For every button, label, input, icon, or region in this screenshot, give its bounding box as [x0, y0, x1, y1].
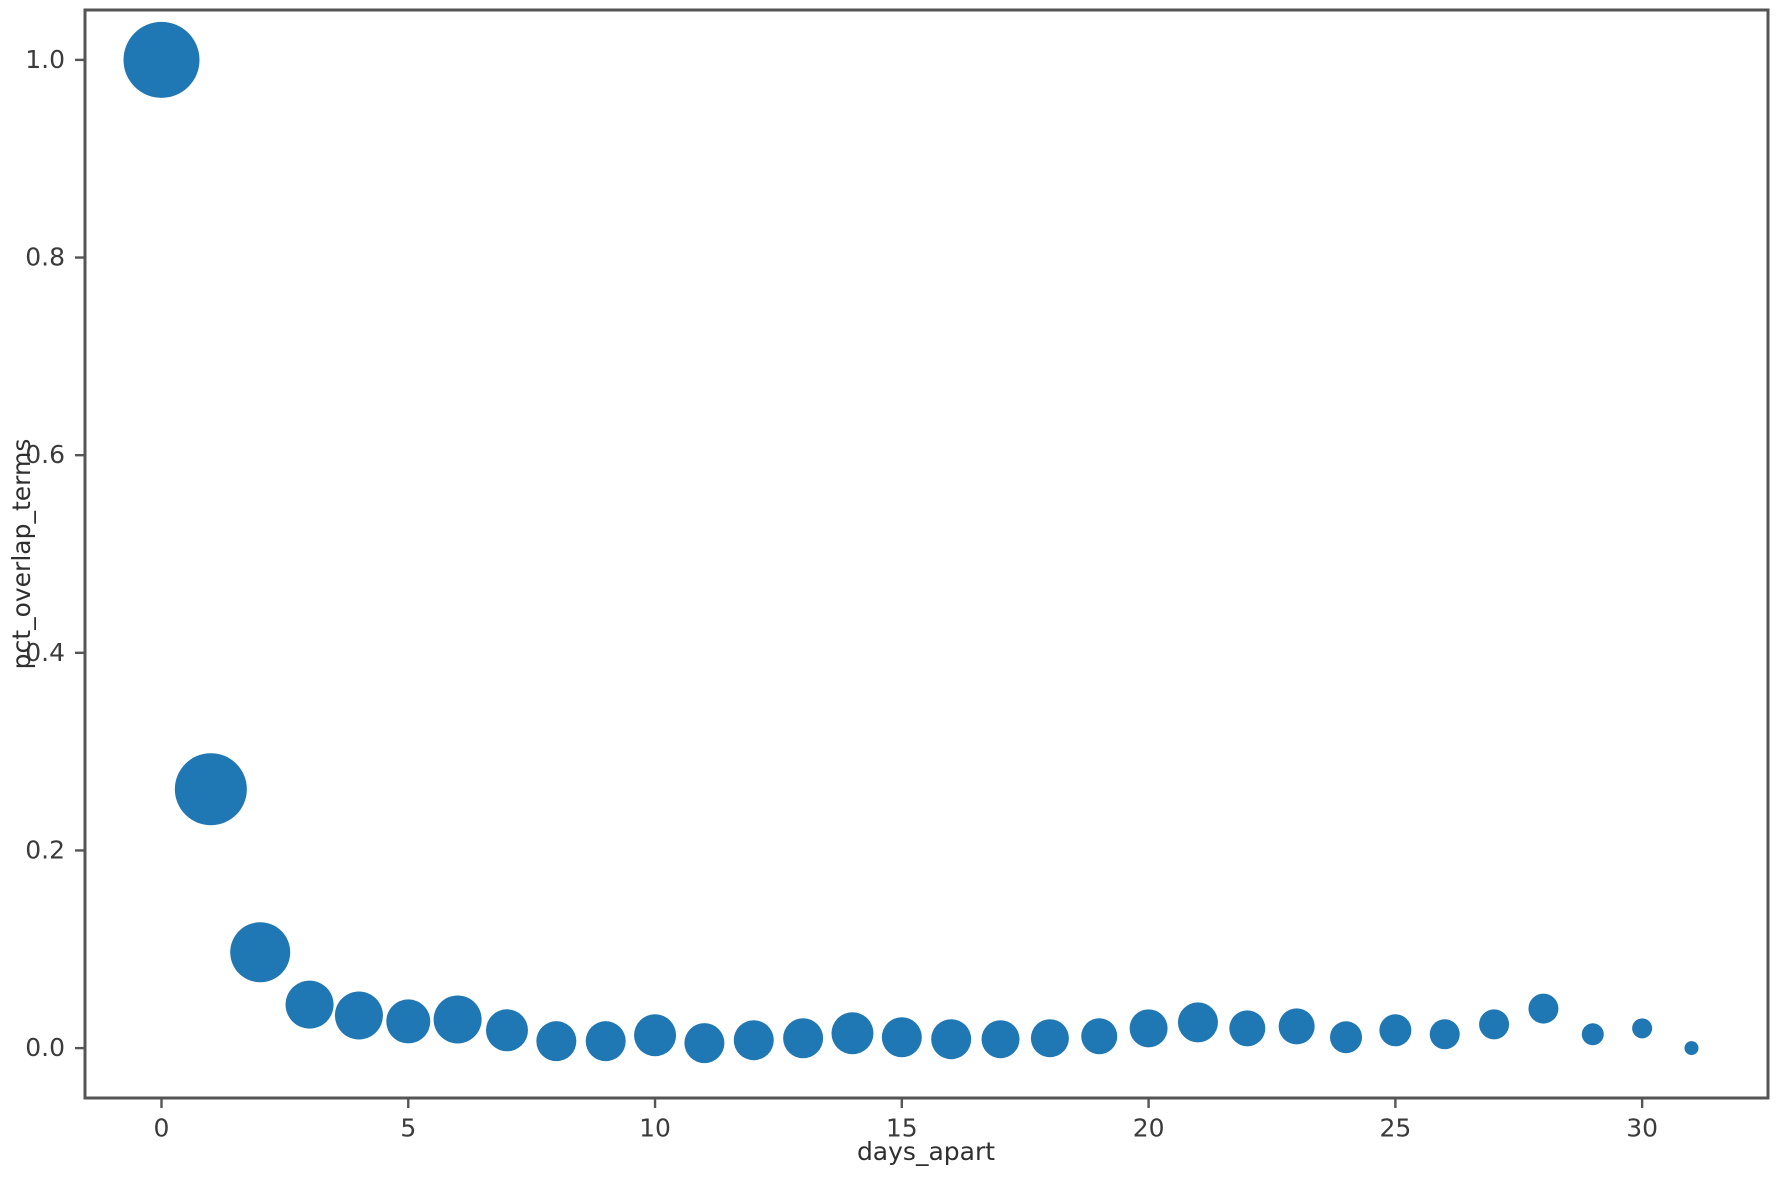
scatter-point[interactable]	[1632, 1018, 1653, 1039]
scatter-point[interactable]	[783, 1018, 824, 1059]
scatter-point[interactable]	[1129, 1009, 1168, 1048]
scatter-point[interactable]	[733, 1020, 774, 1061]
scatter-point[interactable]	[1030, 1019, 1069, 1058]
scatter-point[interactable]	[684, 1023, 725, 1064]
y-axis-ticks: 0.0 0.2 0.4 0.6 0.8 1.0	[25, 45, 85, 1062]
axes-spines	[83, 8, 1770, 1100]
x-tick-label: 25	[1379, 1113, 1411, 1142]
x-axis-label: days_apart	[857, 1137, 995, 1166]
y-tick-label: 0.6	[25, 440, 65, 469]
x-tick-label: 30	[1626, 1113, 1658, 1142]
scatter-point[interactable]	[634, 1014, 677, 1057]
scatter-point[interactable]	[1278, 1008, 1315, 1045]
x-tick-label: 15	[886, 1113, 918, 1142]
y-tick-label: 0.4	[25, 638, 65, 667]
scatter-point[interactable]	[123, 21, 200, 98]
y-tick-label: 1.0	[25, 45, 65, 74]
scatter-points-layer[interactable]	[123, 21, 1699, 1064]
scatter-point[interactable]	[1379, 1014, 1412, 1047]
x-tick-label: 5	[400, 1113, 416, 1142]
scatter-point[interactable]	[1177, 1002, 1218, 1043]
scatter-point[interactable]	[1684, 1041, 1699, 1056]
y-axis-label: pct_overlap_terms	[7, 439, 36, 670]
scatter-point[interactable]	[1429, 1019, 1460, 1050]
x-tick-label: 10	[639, 1113, 671, 1142]
scatter-point[interactable]	[433, 995, 482, 1044]
y-tick-label: 0.2	[25, 835, 65, 864]
scatter-point[interactable]	[1479, 1009, 1510, 1040]
x-axis-ticks: 0 5 10 15 20 25 30	[154, 1098, 1658, 1142]
x-tick-label: 20	[1133, 1113, 1165, 1142]
scatter-point[interactable]	[1081, 1018, 1118, 1055]
scatter-point[interactable]	[585, 1021, 626, 1062]
scatter-point[interactable]	[831, 1012, 874, 1055]
y-tick-label: 0.8	[25, 243, 65, 272]
scatter-point[interactable]	[931, 1019, 972, 1060]
scatter-point[interactable]	[536, 1021, 577, 1062]
scatter-point[interactable]	[485, 1009, 528, 1052]
scatter-point[interactable]	[1581, 1023, 1604, 1046]
scatter-point[interactable]	[1330, 1021, 1363, 1054]
scatter-point[interactable]	[334, 991, 383, 1040]
x-tick-label: 0	[154, 1113, 170, 1142]
scatter-point[interactable]	[386, 999, 431, 1044]
scatter-point[interactable]	[230, 922, 291, 983]
scatter-point[interactable]	[1229, 1010, 1266, 1047]
scatter-point[interactable]	[981, 1020, 1020, 1059]
scatter-point[interactable]	[285, 980, 334, 1029]
y-tick-label: 0.0	[25, 1033, 65, 1062]
scatter-point[interactable]	[1528, 993, 1559, 1024]
scatter-point[interactable]	[174, 753, 247, 826]
scatter-point[interactable]	[881, 1017, 922, 1058]
